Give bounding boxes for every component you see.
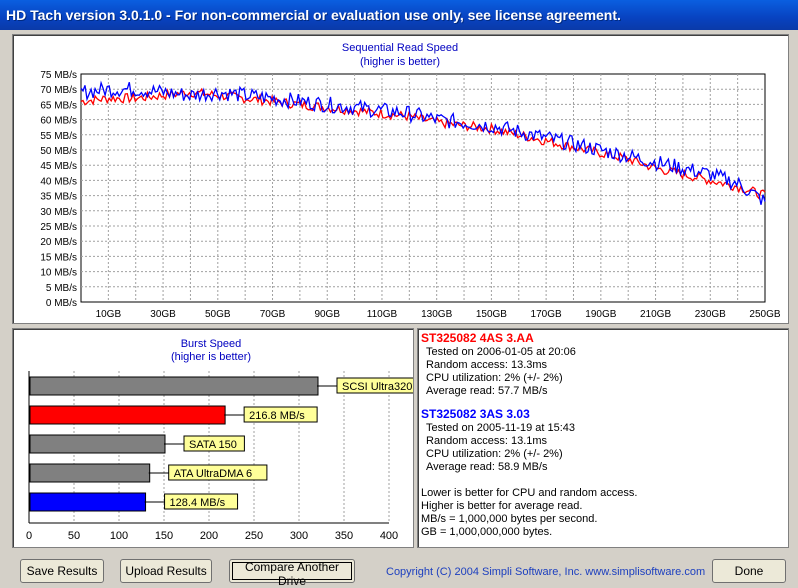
done-button[interactable]: Done	[712, 559, 786, 583]
seq-chart-subtitle: (higher is better)	[360, 56, 440, 68]
burst-chart-title: Burst Speed	[181, 338, 242, 350]
drive2-name: ST325082 3AS 3.03	[421, 407, 530, 421]
drive2-random-access: Random access: 13.1ms	[426, 435, 548, 447]
burst-data-label: SCSI Ultra320	[342, 381, 412, 393]
burst-bar	[29, 434, 166, 454]
copyright-text: Copyright (C) 2004 Simpli Software, Inc.…	[386, 566, 706, 578]
drive2-tested: Tested on 2005-11-19 at 15:43	[426, 422, 576, 434]
seq-x-tick-label: 250GB	[749, 309, 780, 320]
note-gb-definition: GB = 1,000,000,000 bytes.	[421, 526, 553, 538]
results-info-panel: ST325082 4AS 3.AA Tested on 2006-01-05 a…	[417, 328, 789, 548]
seq-x-tick-label: 210GB	[640, 309, 671, 320]
compare-another-drive-button[interactable]: Compare Another Drive	[229, 559, 355, 588]
burst-x-tick-label: 250	[245, 530, 263, 542]
drive1-average-read: Average read: 57.7 MB/s	[426, 385, 548, 397]
seq-y-tick-label: 65 MB/s	[40, 100, 77, 111]
seq-y-tick-label: 10 MB/s	[40, 268, 77, 279]
seq-y-tick-label: 30 MB/s	[40, 207, 77, 218]
seq-chart-title: Sequential Read Speed	[342, 42, 458, 54]
drive1-name: ST325082 4AS 3.AA	[421, 331, 534, 345]
seq-x-tick-label: 190GB	[585, 309, 616, 320]
burst-x-tick-label: 350	[335, 530, 353, 542]
note-cpu-random: Lower is better for CPU and random acces…	[421, 487, 638, 499]
burst-x-tick-label: 0	[26, 530, 32, 542]
note-average-read: Higher is better for average read.	[421, 500, 583, 512]
seq-y-tick-label: 5 MB/s	[46, 283, 77, 294]
seq-plot-area	[80, 73, 766, 303]
burst-speed-panel: Burst Speed (higher is better) SCSI Ultr…	[12, 328, 430, 548]
save-results-button[interactable]: Save Results	[20, 559, 104, 583]
seq-y-tick-label: 15 MB/s	[40, 252, 77, 263]
drive2-average-read: Average read: 58.9 MB/s	[426, 461, 548, 473]
seq-y-tick-label: 50 MB/s	[40, 146, 77, 157]
drive1-tested: Tested on 2006-01-05 at 20:06	[426, 346, 576, 358]
burst-data-label: 216.8 MB/s	[249, 410, 305, 422]
burst-bar	[29, 492, 147, 512]
seq-series-line-blue	[80, 80, 766, 205]
seq-y-tick-label: 45 MB/s	[40, 161, 77, 172]
burst-bar	[29, 405, 226, 425]
note-mbs-definition: MB/s = 1,000,000 bytes per second.	[421, 513, 598, 525]
upload-results-button[interactable]: Upload Results	[120, 559, 212, 583]
seq-y-tick-label: 25 MB/s	[40, 222, 77, 233]
seq-x-tick-label: 90GB	[314, 309, 340, 320]
window-title: HD Tach version 3.0.1.0 - For non-commer…	[0, 0, 798, 30]
seq-y-tick-label: 40 MB/s	[40, 176, 77, 187]
seq-x-tick-label: 10GB	[96, 309, 122, 320]
seq-x-tick-label: 130GB	[421, 309, 452, 320]
burst-label-box	[243, 406, 318, 423]
burst-x-tick-label: 300	[290, 530, 308, 542]
seq-y-tick-label: 60 MB/s	[40, 116, 77, 127]
seq-y-tick-label: 35 MB/s	[40, 192, 77, 203]
burst-x-tick-label: 150	[155, 530, 173, 542]
seq-y-tick-label: 55 MB/s	[40, 131, 77, 142]
burst-speed-chart: Burst Speed (higher is better) SCSI Ultr…	[26, 338, 430, 542]
burst-x-tick-label: 50	[68, 530, 80, 542]
seq-x-tick-label: 50GB	[205, 309, 231, 320]
seq-x-tick-label: 70GB	[260, 309, 286, 320]
burst-x-tick-label: 100	[110, 530, 128, 542]
drive1-cpu: CPU utilization: 2% (+/- 2%)	[426, 372, 563, 384]
burst-data-label: 128.4 MB/s	[170, 497, 226, 509]
seq-y-tick-label: 0 MB/s	[46, 298, 77, 309]
seq-x-tick-label: 110GB	[367, 309, 398, 320]
seq-y-tick-label: 70 MB/s	[40, 85, 77, 96]
burst-label-box	[183, 435, 245, 452]
drive1-random-access: Random access: 13.3ms	[426, 359, 548, 371]
sequential-read-panel: Sequential Read Speed (higher is better)…	[12, 34, 789, 324]
drive2-cpu: CPU utilization: 2% (+/- 2%)	[426, 448, 563, 460]
burst-label-box	[168, 464, 268, 481]
burst-bar	[29, 463, 151, 483]
seq-y-tick-label: 75 MB/s	[40, 70, 77, 81]
burst-chart-subtitle: (higher is better)	[171, 351, 251, 363]
burst-bar	[29, 376, 319, 396]
seq-y-tick-label: 20 MB/s	[40, 237, 77, 248]
seq-x-tick-label: 170GB	[531, 309, 562, 320]
seq-x-tick-label: 150GB	[476, 309, 507, 320]
burst-x-tick-label: 400	[380, 530, 398, 542]
sequential-read-chart: Sequential Read Speed (higher is better)…	[40, 42, 781, 320]
burst-x-tick-label: 200	[200, 530, 218, 542]
burst-label-box	[164, 493, 239, 510]
seq-x-tick-label: 230GB	[695, 309, 726, 320]
seq-x-tick-label: 30GB	[150, 309, 176, 320]
burst-data-label: ATA UltraDMA 6	[174, 468, 252, 480]
burst-data-label: SATA 150	[189, 439, 237, 451]
